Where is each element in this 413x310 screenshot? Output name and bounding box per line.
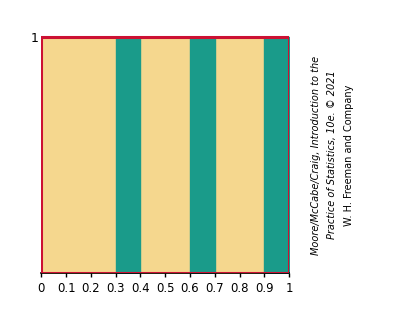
- Text: Practice of Statistics, 10e. © 2021: Practice of Statistics, 10e. © 2021: [328, 71, 337, 239]
- Text: W. H. Freeman and Company: W. H. Freeman and Company: [344, 84, 354, 226]
- Text: Moore/McCabe/Craig, Introduction to the: Moore/McCabe/Craig, Introduction to the: [311, 55, 321, 255]
